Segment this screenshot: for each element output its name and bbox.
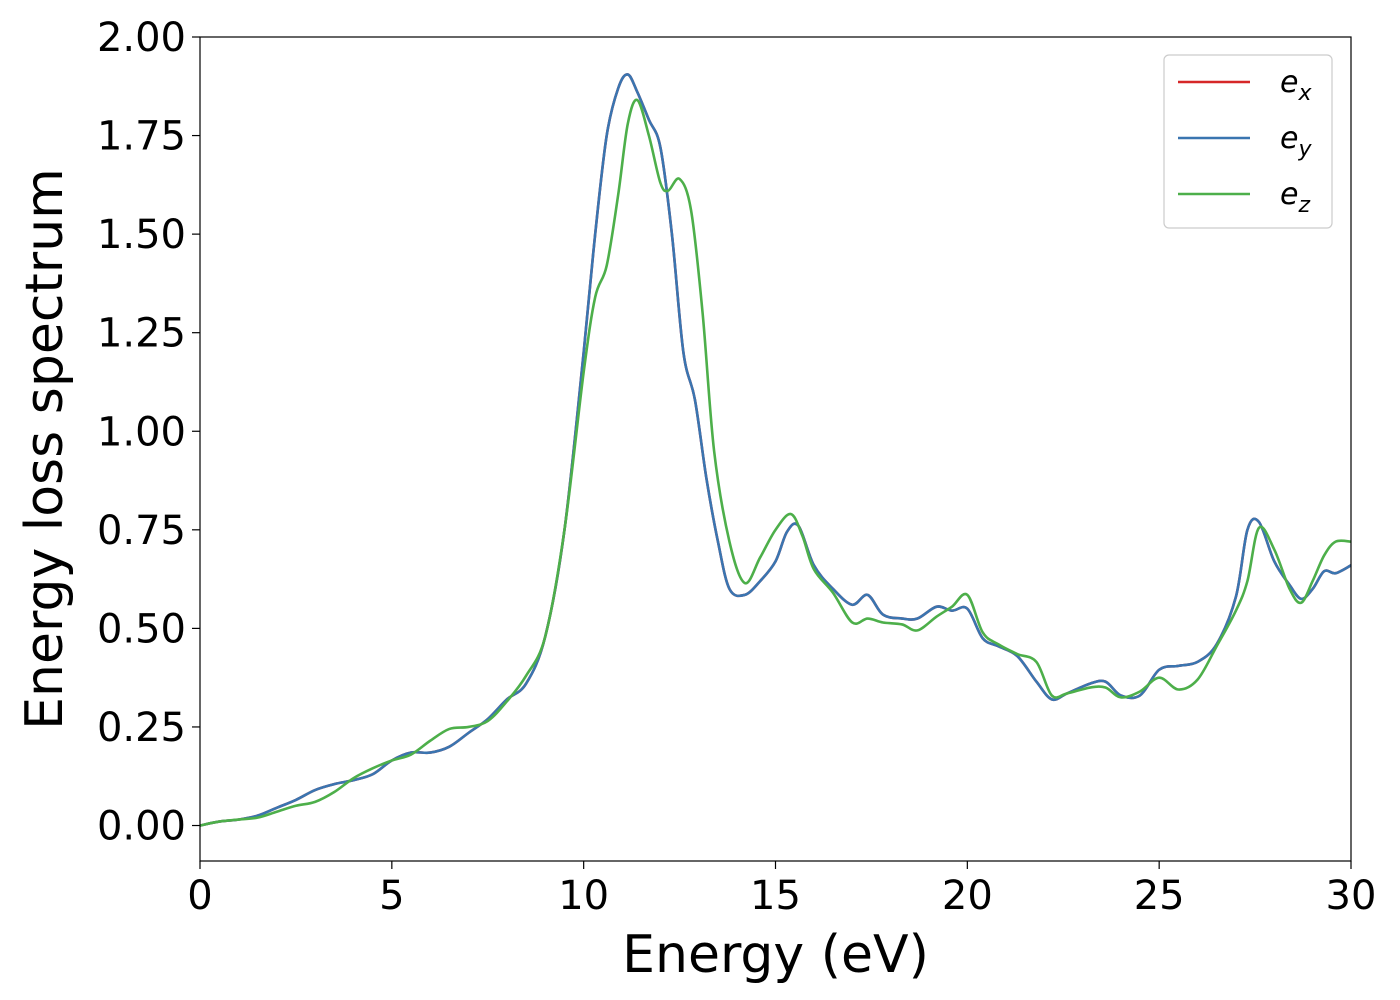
legend: ex ey ez [1163, 54, 1333, 229]
legend-label-e-y: ey [1280, 121, 1312, 162]
x-tick-label: 0 [187, 873, 212, 919]
x-tick-label: 20 [942, 873, 993, 919]
y-tick-label: 1.50 [97, 212, 186, 258]
y-tick-label: 1.75 [97, 114, 186, 160]
y-axis-label: Energy loss spectrum [15, 168, 75, 730]
x-axis: 0 5 10 15 20 25 30 [187, 861, 1376, 919]
y-tick-label: 1.00 [97, 409, 186, 455]
series-line-e-y [200, 73, 1351, 827]
y-tick-label: 0.75 [97, 508, 186, 554]
x-tick-label: 15 [750, 873, 801, 919]
y-tick-label: 1.25 [97, 311, 186, 357]
y-tick-label: 0.25 [97, 705, 186, 751]
x-tick-label: 5 [379, 873, 404, 919]
legend-label-e-z: ez [1280, 177, 1310, 218]
y-axis: 0.00 0.25 0.50 0.75 1.00 1.25 1.50 1.75 2.00 [97, 15, 200, 850]
y-tick-label: 2.00 [97, 15, 186, 61]
x-tick-label: 30 [1326, 873, 1377, 919]
legend-label-e-x: ex [1280, 65, 1312, 106]
x-axis-label: Energy (eV) [622, 925, 929, 985]
x-tick-label: 25 [1134, 873, 1185, 919]
series-line-e-z [200, 98, 1351, 827]
y-tick-label: 0.00 [97, 804, 186, 850]
legend-box [1163, 54, 1333, 229]
series-layer [200, 73, 1351, 827]
x-tick-label: 10 [558, 873, 609, 919]
y-tick-label: 0.50 [97, 606, 186, 652]
